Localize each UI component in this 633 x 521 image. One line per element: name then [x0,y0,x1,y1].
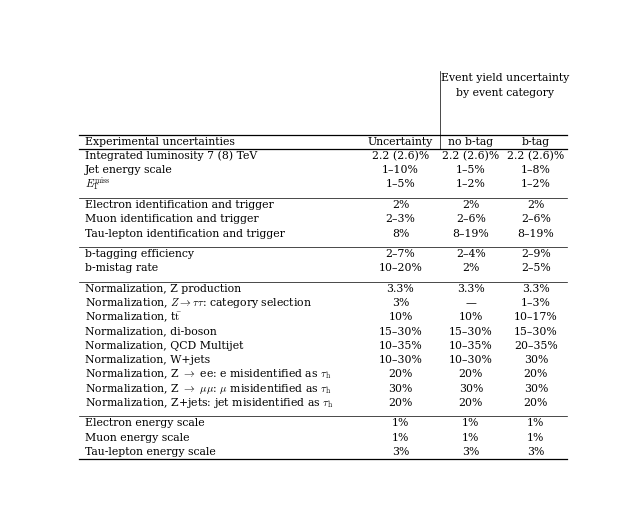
Text: 3%: 3% [527,447,544,457]
Text: Normalization, di-boson: Normalization, di-boson [85,327,216,337]
Text: Tau-lepton energy scale: Tau-lepton energy scale [85,447,216,457]
Text: 3.3%: 3.3% [522,284,549,294]
Text: b-tag: b-tag [522,137,550,147]
Text: 2.2 (2.6)%: 2.2 (2.6)% [442,151,499,161]
Text: Normalization, t$\bar{\mathrm{t}}$: Normalization, t$\bar{\mathrm{t}}$ [85,311,182,325]
Text: Normalization, QCD Multijet: Normalization, QCD Multijet [85,341,243,351]
Text: 2–6%: 2–6% [456,214,486,225]
Text: 2–3%: 2–3% [385,214,415,225]
Text: 1–8%: 1–8% [521,165,551,175]
Text: 2.2 (2.6)%: 2.2 (2.6)% [507,151,565,161]
Text: 2%: 2% [462,200,480,210]
Text: Normalization, Z production: Normalization, Z production [85,284,241,294]
Text: 30%: 30% [523,383,548,393]
Text: b-tagging efficiency: b-tagging efficiency [85,249,194,259]
Text: 10–17%: 10–17% [514,313,558,322]
Text: Tau-lepton identification and trigger: Tau-lepton identification and trigger [85,229,285,239]
Text: 2%: 2% [527,200,544,210]
Text: 30%: 30% [388,383,413,393]
Text: 20%: 20% [523,369,548,379]
Text: 1%: 1% [462,418,480,428]
Text: 1–3%: 1–3% [521,298,551,308]
Text: by event category: by event category [456,88,554,98]
Text: 15–30%: 15–30% [514,327,558,337]
Text: 1–5%: 1–5% [385,180,415,190]
Text: Normalization, W+jets: Normalization, W+jets [85,355,210,365]
Text: 2–7%: 2–7% [385,249,415,259]
Text: 1–2%: 1–2% [456,180,486,190]
Text: 30%: 30% [523,355,548,365]
Text: Muon identification and trigger: Muon identification and trigger [85,214,259,225]
Text: 20–35%: 20–35% [514,341,558,351]
Text: 20%: 20% [388,369,413,379]
Text: 2–4%: 2–4% [456,249,486,259]
Text: Normalization, $Z \rightarrow \tau\tau$: category selection: Normalization, $Z \rightarrow \tau\tau$:… [85,296,312,310]
Text: $E_{\mathrm{T}}^{\mathrm{miss}}$: $E_{\mathrm{T}}^{\mathrm{miss}}$ [85,176,111,193]
Text: 20%: 20% [388,398,413,408]
Text: 2%: 2% [392,200,409,210]
Text: 10–35%: 10–35% [379,341,422,351]
Text: 10–20%: 10–20% [379,264,422,274]
Text: Uncertainty: Uncertainty [368,137,433,147]
Text: Electron energy scale: Electron energy scale [85,418,204,428]
Text: 3%: 3% [392,298,409,308]
Text: 8–19%: 8–19% [453,229,489,239]
Text: 2–5%: 2–5% [521,264,551,274]
Text: Electron identification and trigger: Electron identification and trigger [85,200,273,210]
Text: 1–2%: 1–2% [521,180,551,190]
Text: 15–30%: 15–30% [449,327,492,337]
Text: 1–5%: 1–5% [456,165,486,175]
Text: Experimental uncertainties: Experimental uncertainties [85,137,235,147]
Text: Normalization, Z $\rightarrow$ ee: e misidentified as $\tau_{\mathrm{h}}$: Normalization, Z $\rightarrow$ ee: e mis… [85,367,331,381]
Text: 10–30%: 10–30% [449,355,492,365]
Text: b-mistag rate: b-mistag rate [85,264,158,274]
Text: 3.3%: 3.3% [457,284,485,294]
Text: Normalization, Z+jets: jet misidentified as $\tau_{\mathrm{h}}$: Normalization, Z+jets: jet misidentified… [85,396,334,410]
Text: 10–35%: 10–35% [449,341,492,351]
Text: 30%: 30% [459,383,483,393]
Text: 1%: 1% [527,432,544,442]
Text: 1%: 1% [462,432,480,442]
Text: 3%: 3% [392,447,409,457]
Text: 15–30%: 15–30% [379,327,422,337]
Text: Integrated luminosity 7 (8) TeV: Integrated luminosity 7 (8) TeV [85,151,257,162]
Text: 1%: 1% [527,418,544,428]
Text: —: — [465,298,476,308]
Text: 20%: 20% [523,398,548,408]
Text: Event yield uncertainty: Event yield uncertainty [441,72,569,82]
Text: 1%: 1% [392,432,409,442]
Text: 2–6%: 2–6% [521,214,551,225]
Text: Normalization, Z $\rightarrow$ $\mu\mu$: $\mu$ misidentified as $\tau_{\mathrm{h: Normalization, Z $\rightarrow$ $\mu\mu$:… [85,381,332,395]
Text: 10%: 10% [388,313,413,322]
Text: 3.3%: 3.3% [387,284,415,294]
Text: 3%: 3% [462,447,480,457]
Text: 1–10%: 1–10% [382,165,419,175]
Text: 1%: 1% [392,418,409,428]
Text: 20%: 20% [459,398,483,408]
Text: Jet energy scale: Jet energy scale [85,165,173,175]
Text: 10%: 10% [459,313,483,322]
Text: 2%: 2% [462,264,480,274]
Text: 20%: 20% [459,369,483,379]
Text: no b-tag: no b-tag [448,137,493,147]
Text: 8%: 8% [392,229,409,239]
Text: 2.2 (2.6)%: 2.2 (2.6)% [372,151,429,161]
Text: 2–9%: 2–9% [521,249,551,259]
Text: Muon energy scale: Muon energy scale [85,432,189,442]
Text: 10–30%: 10–30% [379,355,422,365]
Text: 8–19%: 8–19% [517,229,555,239]
